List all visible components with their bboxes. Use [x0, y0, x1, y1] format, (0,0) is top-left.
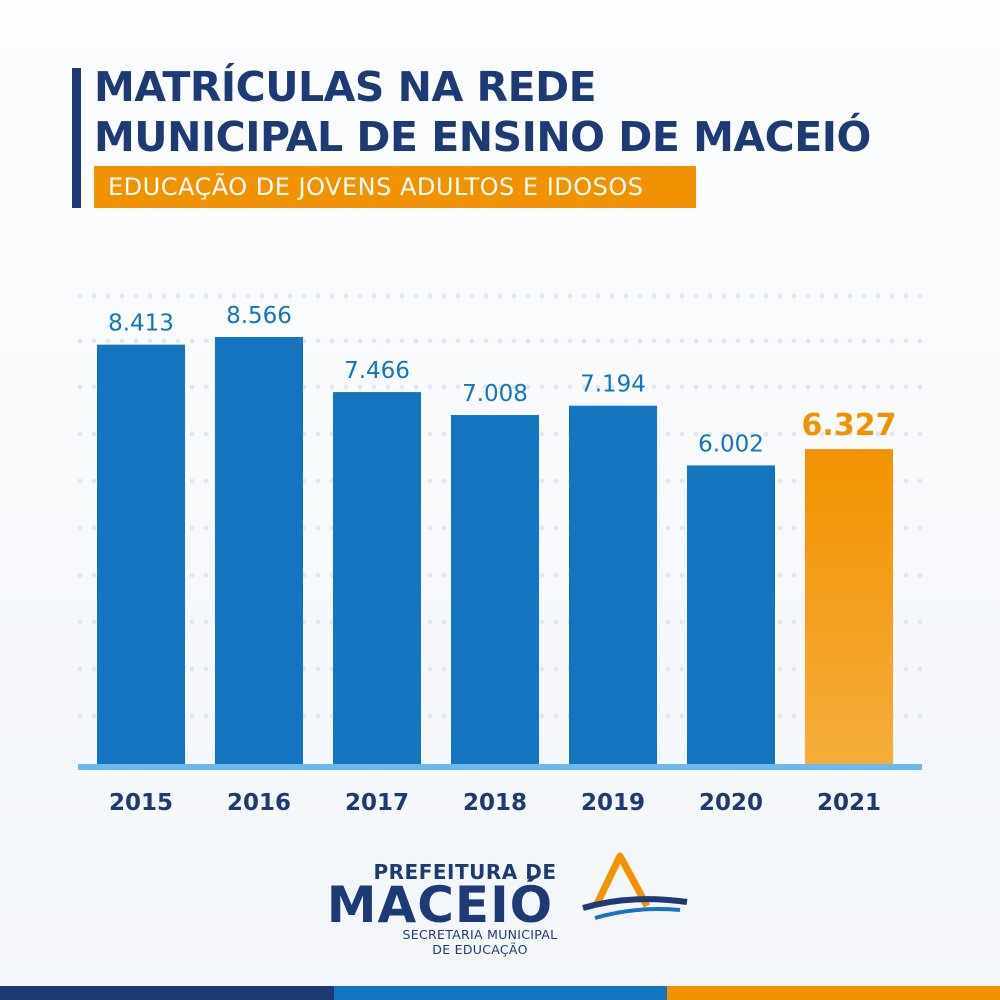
- footer-stripe-blue: [334, 986, 667, 1000]
- bar-2015: [97, 344, 185, 766]
- bar-2016: [215, 337, 303, 766]
- title-line-2: MUNICIPAL DE ENSINO DE MACEIÓ: [94, 113, 871, 161]
- title-accent-bar: [72, 68, 81, 208]
- logo-secretaria-line-2: DE EDUCAÇÃO: [432, 942, 528, 957]
- x-tick-2016: 2016: [227, 790, 291, 816]
- logo-secretaria-line-1: SECRETARIA MUNICIPAL: [402, 927, 558, 942]
- bar-2017: [333, 392, 421, 766]
- data-label-2020: 6.002: [698, 431, 764, 457]
- x-tick-2019: 2019: [581, 790, 645, 816]
- data-label-2019: 7.194: [580, 372, 646, 398]
- x-tick-2021: 2021: [817, 790, 881, 816]
- title-line-1: MATRÍCULAS NA REDE: [94, 63, 597, 111]
- bar-2018: [451, 415, 539, 766]
- logo-prefeitura-text: PREFEITURA DE: [373, 860, 557, 884]
- data-label-2015: 8.413: [108, 311, 174, 337]
- logo-maceio-text: MACEIÓ: [326, 876, 554, 934]
- bar-2021: [805, 449, 893, 766]
- page-title: MATRÍCULAS NA REDE MUNICIPAL DE ENSINO D…: [94, 62, 871, 162]
- bar-2020: [687, 465, 775, 766]
- x-tick-2017: 2017: [345, 790, 409, 816]
- footer-stripe-orange: [667, 986, 1000, 1000]
- subtitle-banner: EDUCAÇÃO DE JOVENS ADULTOS E IDOSOS: [94, 166, 696, 208]
- data-label-2018: 7.008: [462, 381, 528, 407]
- bar-chart: 8.413 2015 8.566 2016 7.466 2017 7.008 2018 7.19…: [77, 293, 928, 816]
- x-tick-2018: 2018: [463, 790, 527, 816]
- footer-stripe-navy: [0, 986, 334, 1000]
- x-tick-2020: 2020: [699, 790, 763, 816]
- logo-wave-icon: [582, 852, 688, 920]
- x-tick-2015: 2015: [109, 790, 173, 816]
- data-label-2021: 6.327: [802, 408, 897, 443]
- bar-2019: [569, 405, 657, 766]
- data-label-2017: 7.466: [344, 358, 410, 384]
- data-label-2016: 8.566: [226, 303, 292, 329]
